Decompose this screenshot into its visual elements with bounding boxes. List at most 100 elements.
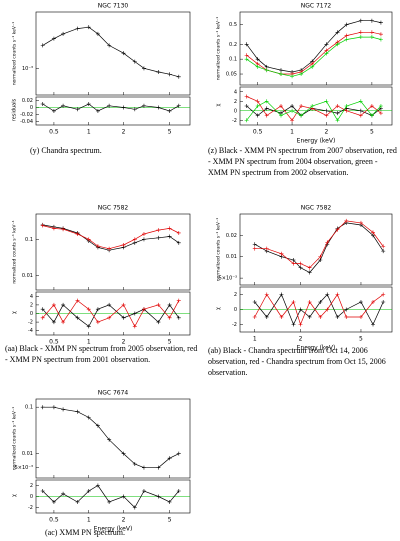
data-point	[86, 307, 91, 312]
x-tick-label: 5	[370, 129, 374, 136]
data-point	[335, 104, 340, 108]
x-tick-label: 0.5	[253, 129, 263, 136]
y-tick-label: 0.02	[226, 233, 237, 239]
data-point	[358, 220, 363, 225]
y-tick-label: 0.1	[25, 405, 33, 411]
data-point	[75, 500, 80, 504]
data-point	[156, 105, 161, 110]
data-point	[121, 494, 126, 499]
residual-label: χ	[12, 494, 18, 497]
data-point	[344, 37, 349, 42]
data-point	[61, 227, 66, 232]
data-point	[369, 104, 374, 108]
chart-title: NGC 7582	[98, 205, 129, 212]
data-point	[61, 302, 66, 307]
data-point	[121, 51, 126, 56]
data-point	[61, 491, 66, 496]
data-point	[369, 113, 374, 118]
data-point	[335, 118, 340, 123]
y-tick-label: 0.01	[22, 273, 33, 279]
x-tick-label: 2	[299, 336, 303, 343]
data-point	[358, 300, 363, 304]
data-point	[75, 232, 80, 237]
data-point	[264, 106, 269, 111]
data-point	[335, 42, 340, 47]
data-point	[255, 99, 260, 104]
caption: (aa) Black - XMM PN spectrum from 2005 o…	[5, 344, 198, 364]
data-point	[307, 265, 312, 270]
data-point	[358, 30, 363, 35]
x-tick-label: 2	[122, 129, 126, 136]
data-point	[141, 232, 146, 237]
y-tick-label: 5×10⁻³	[15, 465, 33, 471]
y-axis-label: normalized counts s⁻¹ keV⁻¹	[12, 220, 18, 284]
data-point	[244, 53, 249, 58]
data-point	[167, 302, 172, 307]
data-point	[298, 307, 303, 312]
residual-tick-label: 2	[234, 292, 237, 298]
data-point	[335, 315, 340, 319]
x-tick-label: 0.5	[49, 339, 59, 346]
data-point	[75, 298, 80, 303]
residual-frame	[239, 86, 393, 126]
data-point	[358, 108, 363, 113]
data-point	[86, 25, 91, 30]
data-point	[378, 37, 383, 42]
data-point	[51, 405, 56, 410]
residual-tick-label: -0.04	[20, 119, 33, 125]
data-point	[132, 107, 137, 112]
data-point	[358, 35, 363, 40]
data-point	[335, 30, 340, 35]
y-tick-label: 10⁻³	[22, 66, 33, 72]
data-point	[121, 302, 126, 307]
data-point	[252, 315, 257, 319]
x-tick-label: 0.5	[49, 129, 59, 136]
data-point	[86, 102, 91, 106]
data-point	[381, 300, 386, 304]
data-point	[61, 31, 66, 36]
y-tick-label: 0.1	[229, 57, 237, 63]
data-point	[156, 302, 161, 307]
data-point	[298, 322, 303, 327]
data-point	[298, 261, 303, 266]
data-point	[244, 94, 249, 99]
data-point	[335, 111, 340, 116]
data-point	[299, 113, 304, 118]
data-point	[290, 104, 295, 108]
residual-tick-label: 0	[234, 307, 237, 313]
data-point	[75, 26, 80, 31]
data-curve	[246, 20, 381, 73]
data-point	[156, 320, 161, 325]
y-axis-label: normalized counts s⁻¹ keV⁻¹	[12, 407, 18, 471]
data-point	[264, 315, 269, 319]
data-point	[75, 409, 80, 414]
data-point	[107, 43, 112, 48]
data-point	[95, 320, 100, 325]
data-point	[344, 218, 349, 223]
data-point	[40, 223, 45, 228]
data-point	[107, 500, 112, 504]
data-point	[95, 307, 100, 312]
data-point	[141, 103, 146, 108]
data-point	[176, 298, 181, 303]
data-point	[299, 104, 304, 108]
chart-title: NGC 7674	[98, 390, 129, 397]
residual-tick-label: -4	[28, 328, 33, 334]
residual-tick-label: -2	[28, 505, 33, 511]
residual-tick-label: 0	[30, 105, 33, 111]
data-point	[176, 489, 181, 493]
data-point	[344, 22, 349, 27]
data-point	[299, 72, 304, 77]
data-point	[107, 437, 112, 442]
x-axis-label: Energy (keV)	[297, 138, 336, 145]
data-point	[369, 35, 374, 40]
data-point	[167, 500, 172, 504]
data-point	[318, 254, 323, 259]
x-tick-label: 1	[253, 336, 257, 343]
data-point	[378, 104, 383, 108]
data-point	[40, 43, 45, 48]
data-point	[371, 322, 376, 327]
x-tick-label: 5	[168, 339, 172, 346]
y-tick-label: 0.5	[229, 22, 237, 28]
